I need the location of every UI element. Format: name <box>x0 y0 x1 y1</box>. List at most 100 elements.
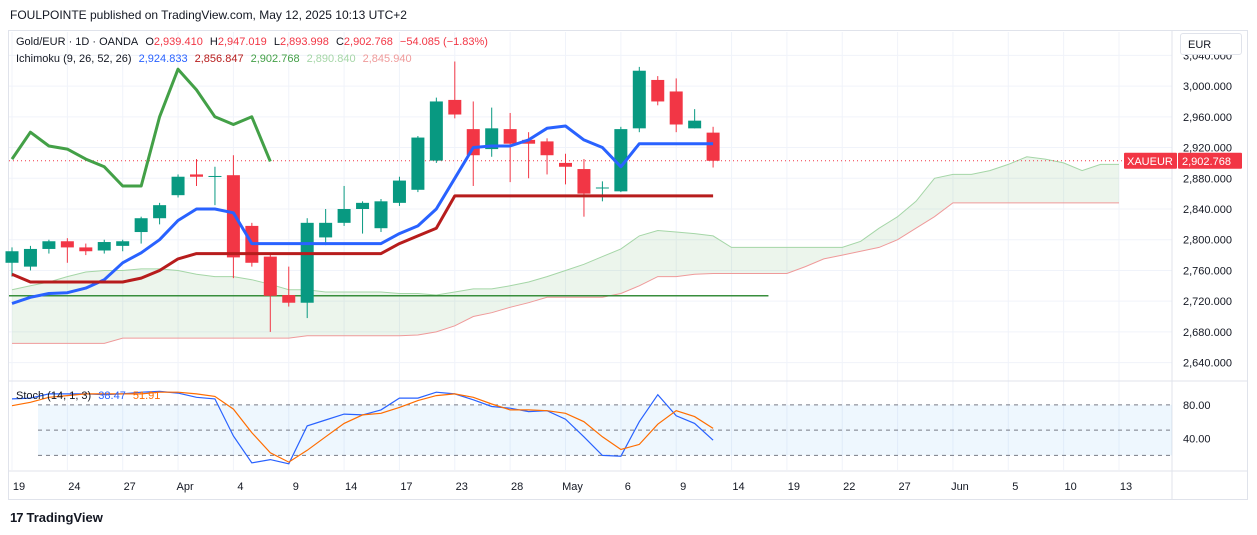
high-label: H <box>209 36 218 48</box>
high-value: H2,947.019 <box>209 36 267 48</box>
ichimoku-chikou-line <box>10 67 272 188</box>
time-tick-label: Apr <box>176 481 193 493</box>
candle-body <box>319 222 333 238</box>
open-value: O2,939.410 <box>145 36 203 48</box>
current-price-tag <box>1178 152 1242 169</box>
symbol-price-tag <box>1124 152 1177 169</box>
time-tick-label: 28 <box>511 481 523 493</box>
stoch-k-value: 38.47 <box>98 390 126 402</box>
candle-body <box>669 91 683 125</box>
ichimoku-name[interactable]: Ichimoku (9, 26, 52, 26) <box>16 53 132 65</box>
ichimoku-span-b-value: 2,845.940 <box>362 53 412 65</box>
candle-body <box>559 162 572 167</box>
ichimoku-span-b-line <box>12 202 1119 344</box>
candle-body <box>706 132 720 161</box>
current-price-text: 2,902.768 <box>1182 156 1231 168</box>
candle-body <box>595 187 609 189</box>
ichimoku-tenkan-line <box>11 124 714 305</box>
change-value: −54.085 (−1.83%) <box>399 36 488 48</box>
candle-body <box>79 247 93 252</box>
time-tick-label: 6 <box>625 481 631 493</box>
ichimoku-kijun-line <box>11 194 714 284</box>
candle-body <box>577 169 591 194</box>
candle-body <box>208 175 222 177</box>
stoch-d-line <box>11 391 714 463</box>
candle-body <box>374 201 388 229</box>
price-tick-label: 2,880.000 <box>1183 173 1232 185</box>
ichimoku-span-a-value: 2,890.840 <box>306 53 356 65</box>
time-tick-label: 19 <box>13 481 25 493</box>
open-label: O <box>145 36 154 48</box>
time-tick-label: 10 <box>1065 481 1077 493</box>
ichimoku-span-a-line <box>11 156 1119 296</box>
tradingview-brand: TradingView <box>26 510 103 525</box>
low-label: L <box>273 36 280 48</box>
stoch-tick-label: 80.00 <box>1183 400 1211 412</box>
candle-body <box>190 174 203 177</box>
candle-body <box>448 99 462 115</box>
publisher-line: FOULPOINTE published on TradingView.com,… <box>10 8 407 22</box>
candle-body <box>429 101 443 161</box>
time-tick-label: 4 <box>237 481 243 493</box>
time-tick-label: 22 <box>843 481 855 493</box>
time-tick-label: 14 <box>345 481 357 493</box>
price-tick-label: 2,800.000 <box>1183 235 1232 247</box>
time-tick-label: 5 <box>1012 481 1018 493</box>
candle-body <box>503 129 517 144</box>
tradingview-footer[interactable]: 17 TradingView <box>10 510 103 525</box>
candle-body <box>651 79 665 102</box>
candle-body <box>392 180 406 203</box>
candle-body <box>282 295 296 303</box>
candle-body <box>337 209 351 223</box>
candle-body <box>466 129 480 156</box>
candle-body <box>97 242 111 251</box>
stoch-name[interactable]: Stoch (14, 1, 3) <box>16 390 92 402</box>
symbol-name[interactable]: Gold/EUR · 1D · OANDA <box>16 36 139 48</box>
currency-button[interactable]: EUR <box>1180 33 1242 55</box>
time-tick-label: 17 <box>400 481 412 493</box>
time-tick-label: 27 <box>124 481 136 493</box>
ichimoku-chikou-value: 2,902.768 <box>250 53 300 65</box>
close-value: C2,902.768 <box>335 36 393 48</box>
candle-body <box>263 256 277 296</box>
symbol-tag-text: XAUEUR <box>1127 156 1173 168</box>
stoch-d-value: 51.91 <box>132 390 161 402</box>
time-tick-label: 9 <box>293 481 299 493</box>
candle-body <box>5 251 19 263</box>
low-value: L2,893.998 <box>273 36 329 48</box>
candle-body <box>171 176 185 196</box>
candle-body <box>300 222 314 303</box>
time-tick-label: 13 <box>1120 481 1132 493</box>
symbol-legend[interactable]: Gold/EUR · 1D · OANDA O2,939.410 H2,947.… <box>16 36 492 48</box>
ichimoku-tenkan-value: 2,924.833 <box>138 53 188 65</box>
stoch-tick-label: 40.00 <box>1183 434 1211 446</box>
tradingview-logo-icon: 17 <box>10 510 24 525</box>
candle-body <box>116 241 130 246</box>
price-tick-label: 2,720.000 <box>1183 296 1232 308</box>
ichimoku-kijun-value: 2,856.847 <box>194 53 244 65</box>
price-tick-label: 2,840.000 <box>1183 204 1232 216</box>
price-tick-label: 3,000.000 <box>1183 81 1232 93</box>
time-tick-label: 23 <box>456 481 468 493</box>
time-tick-label: 9 <box>680 481 686 493</box>
candle-body <box>522 139 536 144</box>
candle-body <box>134 218 148 233</box>
candle-body <box>42 241 56 249</box>
price-tick-label: 2,960.000 <box>1183 112 1232 124</box>
candle-body <box>485 128 499 150</box>
time-tick-label: 24 <box>68 481 80 493</box>
candle-body <box>23 248 37 267</box>
candle-body <box>356 202 370 209</box>
candle-body <box>614 129 628 192</box>
price-tick-label: 2,920.000 <box>1183 143 1232 155</box>
stoch-legend[interactable]: Stoch (14, 1, 3) 38.47 51.91 <box>16 390 164 402</box>
candle-body <box>632 70 646 129</box>
time-tick-label: Jun <box>951 481 969 493</box>
close-label: C <box>335 36 344 48</box>
price-tick-label: 2,640.000 <box>1183 358 1232 370</box>
time-tick-label: 27 <box>898 481 910 493</box>
candle-body <box>226 175 240 258</box>
ichimoku-legend[interactable]: Ichimoku (9, 26, 52, 26) 2,924.833 2,856… <box>16 53 416 65</box>
time-tick-label: May <box>562 481 583 493</box>
